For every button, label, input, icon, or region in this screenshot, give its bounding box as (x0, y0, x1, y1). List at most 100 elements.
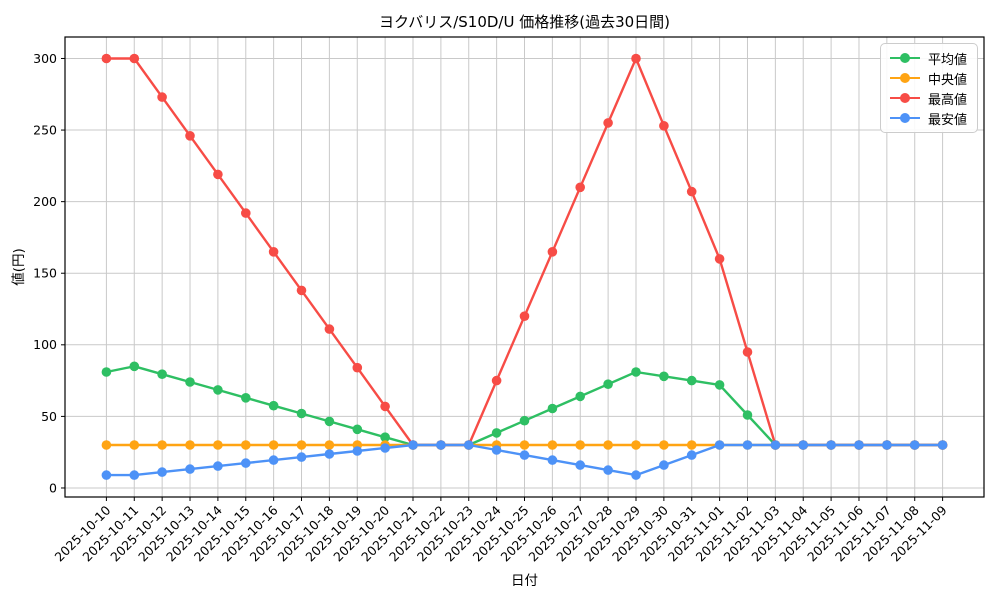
data-point-marker (631, 367, 641, 377)
data-point-marker (686, 186, 697, 197)
legend-label: 平均値 (927, 52, 967, 68)
data-point-marker (826, 440, 836, 450)
data-point-marker (185, 464, 195, 474)
x-axis-label: 日付 (511, 573, 538, 589)
data-point-marker (770, 440, 781, 450)
data-point-marker (491, 428, 502, 438)
legend-dot-icon (899, 93, 910, 103)
data-point-marker (268, 440, 279, 450)
data-point-marker (547, 247, 558, 257)
data-point-marker (157, 440, 167, 450)
data-point-marker (547, 403, 558, 414)
data-point-marker (798, 440, 808, 450)
gridlines (65, 37, 984, 497)
legend-marker-icon (889, 113, 920, 123)
data-point-marker (101, 53, 112, 64)
data-point-marker (241, 208, 251, 218)
data-point-marker (296, 452, 307, 462)
data-point-marker (185, 131, 195, 141)
data-point-marker (603, 465, 613, 475)
data-point-marker (380, 401, 390, 412)
data-point-marker (380, 443, 390, 453)
legend-marker-icon (889, 73, 920, 83)
legend-item-1: 中央値 (889, 70, 967, 88)
data-point-marker (631, 53, 641, 64)
data-point-marker (213, 385, 223, 395)
data-point-marker (742, 410, 753, 420)
data-point-marker (296, 408, 307, 419)
data-point-marker (603, 379, 613, 390)
data-point-marker (659, 460, 669, 470)
data-point-marker (380, 432, 390, 443)
axis-ticks (61, 57, 944, 501)
data-point-marker (714, 254, 725, 264)
data-point-marker (742, 440, 753, 450)
data-point-marker (491, 375, 502, 386)
data-point-marker (854, 440, 864, 450)
y-tick-label: 250 (33, 122, 57, 137)
legend-dot-icon (899, 73, 910, 83)
chart-title: ヨクバリス/S10D/U 価格推移(過去30日間) (378, 13, 671, 31)
legend-item-3: 最安値 (889, 110, 967, 128)
data-point-marker (714, 380, 725, 390)
data-point-marker (742, 347, 753, 357)
y-tick-label: 200 (33, 194, 57, 209)
data-point-marker (268, 455, 279, 465)
data-point-marker (603, 118, 613, 128)
legend-marker-icon (889, 93, 920, 103)
data-point-marker (575, 440, 585, 450)
data-point-marker (491, 445, 502, 455)
y-tick-label: 100 (33, 337, 57, 352)
legend-label: 中央値 (927, 72, 967, 88)
data-point-marker (909, 440, 920, 450)
data-point-marker (547, 440, 558, 450)
data-point-marker (129, 440, 140, 450)
data-point-marker (519, 450, 530, 460)
data-point-marker (547, 455, 558, 465)
data-point-marker (157, 467, 167, 477)
data-point-marker (324, 440, 335, 450)
data-point-marker (352, 362, 363, 373)
data-point-marker (129, 361, 140, 372)
data-point-marker (464, 440, 474, 450)
data-point-marker (213, 440, 223, 450)
data-point-marker (324, 416, 335, 427)
legend-item-2: 最高値 (889, 90, 967, 108)
y-axis-label: 値(円) (11, 248, 27, 286)
data-point-marker (575, 182, 585, 193)
data-point-marker (296, 285, 307, 296)
data-point-marker (408, 440, 418, 450)
data-point-marker (631, 440, 641, 450)
data-point-marker (714, 440, 725, 450)
data-point-marker (296, 440, 307, 450)
data-point-marker (631, 470, 641, 480)
data-point-marker (659, 121, 669, 131)
data-point-marker (324, 449, 335, 459)
data-point-marker (268, 247, 279, 257)
data-point-marker (352, 424, 363, 435)
y-tick-label: 150 (33, 266, 57, 281)
data-point-marker (185, 440, 195, 450)
data-point-marker (352, 446, 363, 456)
data-point-marker (241, 440, 251, 450)
y-tick-label: 50 (41, 409, 57, 424)
data-point-marker (101, 470, 112, 480)
legend-marker-icon (889, 53, 920, 63)
data-point-marker (519, 311, 530, 322)
data-point-marker (519, 440, 530, 450)
data-point-marker (268, 400, 279, 411)
data-point-marker (436, 440, 446, 450)
data-point-marker (686, 450, 697, 460)
data-point-marker (882, 440, 892, 450)
legend-label: 最安値 (927, 112, 967, 128)
data-point-marker (575, 460, 585, 470)
data-point-marker (129, 470, 140, 480)
data-point-marker (324, 324, 335, 334)
chart-legend: 平均値中央値最高値最安値 (879, 43, 978, 133)
data-point-marker (659, 371, 669, 382)
legend-dot-icon (899, 53, 910, 63)
data-point-marker (659, 440, 669, 450)
data-point-marker (686, 440, 697, 450)
